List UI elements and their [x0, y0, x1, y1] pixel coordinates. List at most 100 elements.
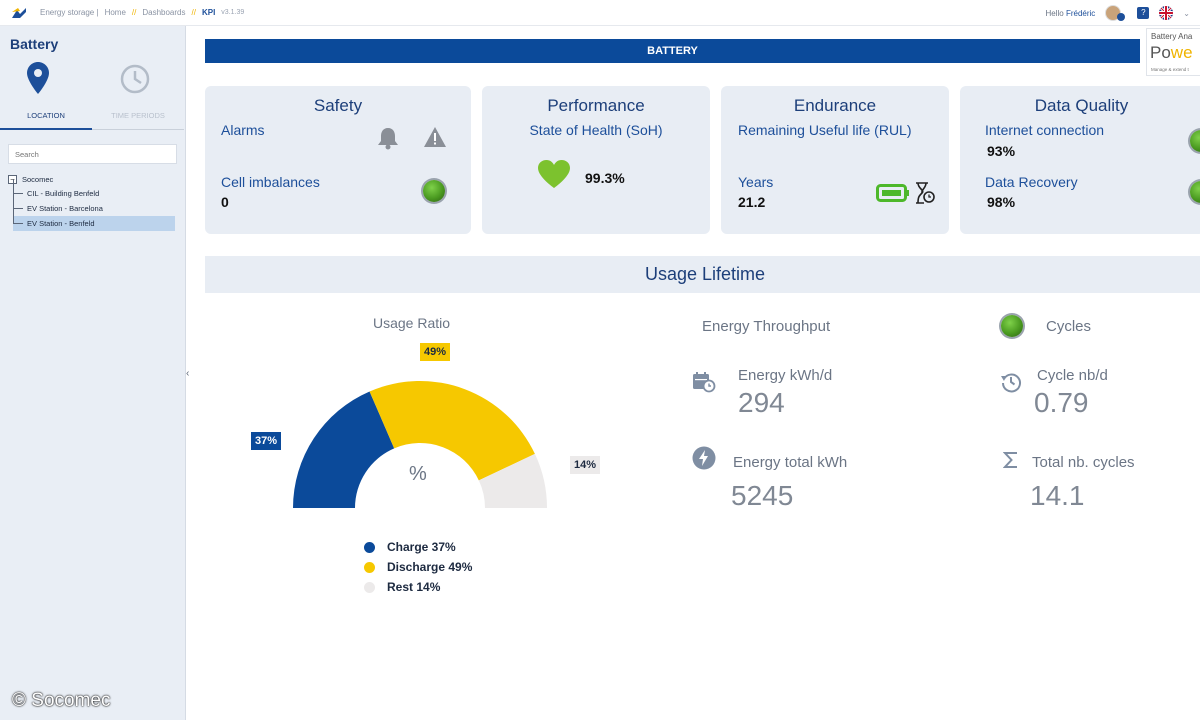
- brand-wordmark-b: we: [1170, 43, 1193, 62]
- greeting-hello: Hello: [1045, 8, 1064, 18]
- uk-flag-icon[interactable]: [1159, 6, 1174, 20]
- collapse-minus-icon[interactable]: −: [8, 174, 17, 184]
- user-name[interactable]: Frédéric: [1065, 8, 1096, 18]
- sidebar: Battery LOCATION TIME PERIODS − Socomec …: [0, 26, 186, 720]
- internet-connection-label: Internet connection: [985, 122, 1105, 138]
- internet-connection-value: 93%: [987, 143, 1016, 159]
- gauge-segment-rest: [478, 453, 547, 508]
- hourglass-timer-icon: [914, 182, 936, 209]
- cycles-title: Cycles: [1046, 318, 1092, 335]
- page-title-banner: BATTERY: [205, 39, 1140, 63]
- sidebar-tabs: LOCATION TIME PERIODS: [0, 110, 184, 130]
- total-cycles-value: 14.1: [1030, 480, 1085, 511]
- cycles-status-led-icon: [1001, 315, 1023, 337]
- sidebar-collapse-icon[interactable]: ‹: [186, 368, 190, 379]
- soh-value: 99.3%: [585, 170, 625, 186]
- copyright-watermark: © Socomec: [12, 690, 111, 711]
- lightning-icon: [692, 446, 716, 475]
- warning-icon: [423, 126, 447, 153]
- breadcrumb-energy-storage[interactable]: Energy storage |: [40, 8, 99, 17]
- years-label: Years: [738, 174, 774, 190]
- endurance-card: Endurance Remaining Useful life (RUL) Ye…: [721, 86, 949, 234]
- breadcrumb-kpi[interactable]: KPI: [201, 8, 216, 17]
- brand-tagline: Manage & extend t: [1151, 67, 1189, 72]
- legend-label-charge: Charge 37%: [387, 540, 456, 554]
- brand-logo: Battery Ana Powe Manage & extend t: [1146, 28, 1200, 76]
- recovery-status-led-icon: [1190, 181, 1200, 203]
- gauge-segment-discharge: [369, 381, 535, 481]
- tree-root[interactable]: − Socomec: [8, 172, 175, 186]
- legend-dot-rest: [364, 581, 375, 593]
- clock-icon[interactable]: [120, 64, 150, 99]
- breadcrumb: Energy storage | Home // Dashboards // K…: [40, 8, 244, 17]
- brand-wordmark: Powe: [1150, 43, 1193, 63]
- internet-status-led-icon: [1190, 130, 1200, 152]
- chevron-down-icon[interactable]: ⌄: [1183, 8, 1190, 18]
- sidebar-title: Battery: [10, 36, 59, 52]
- total-cycles-label: Total nb. cycles: [1032, 454, 1135, 471]
- charge-percent-label: 37%: [251, 432, 282, 450]
- brand-line-1: Battery Ana: [1151, 32, 1193, 41]
- location-tree: − Socomec CIL - Building Benfeld EV Stat…: [8, 172, 175, 231]
- energy-total-value: 5245: [731, 480, 794, 511]
- energy-per-day-value: 294: [738, 387, 785, 418]
- legend-item-discharge: Discharge 49%: [364, 557, 472, 577]
- legend-label-discharge: Discharge 49%: [387, 560, 473, 574]
- status-led-icon: [423, 180, 445, 202]
- breadcrumb-separator: //: [191, 8, 196, 17]
- cycles-per-day-label: Cycle nb/d: [1037, 367, 1108, 384]
- usage-ratio-gauge: [293, 381, 547, 508]
- greeting: Hello Frédéric: [1045, 9, 1095, 18]
- performance-title: Performance: [547, 96, 645, 115]
- tree-item-ev-station-barcelona[interactable]: EV Station - Barcelona: [13, 194, 175, 216]
- data-quality-card: Data Quality Internet connection 93% Dat…: [960, 86, 1200, 234]
- performance-card: Performance State of Health (SoH) 99.3%: [482, 86, 710, 234]
- years-value: 21.2: [738, 194, 766, 210]
- endurance-title: Endurance: [793, 96, 877, 115]
- data-recovery-label: Data Recovery: [985, 174, 1078, 190]
- tab-location[interactable]: LOCATION: [0, 110, 92, 130]
- breadcrumb-dashboards[interactable]: Dashboards: [142, 8, 186, 17]
- cell-imbalances-value: 0: [221, 194, 229, 210]
- legend-dot-charge: [364, 541, 375, 553]
- tree-item-ev-station-benfeld[interactable]: EV Station - Benfeld: [13, 209, 175, 231]
- calendar-clock-icon: [692, 371, 716, 398]
- safety-card: Safety Alarms Cell imbalances 0: [205, 86, 471, 234]
- usage-ratio-legend: Charge 37% Discharge 49% Rest 14%: [364, 537, 472, 597]
- cell-imbalances-label: Cell imbalances: [221, 174, 320, 190]
- sigma-icon: [1002, 451, 1019, 474]
- safety-title: Safety: [313, 96, 363, 115]
- alarms-label: Alarms: [221, 122, 265, 138]
- app-logo[interactable]: [12, 7, 26, 18]
- energy-total-label: Energy total kWh: [733, 454, 848, 471]
- usage-lifetime-header: Usage Lifetime: [205, 256, 1200, 293]
- location-pin-icon[interactable]: [27, 62, 49, 99]
- tab-time-periods[interactable]: TIME PERIODS: [92, 110, 184, 130]
- legend-item-charge: Charge 37%: [364, 537, 472, 557]
- help-icon[interactable]: ?: [1137, 7, 1150, 19]
- top-bar: Energy storage | Home // Dashboards // K…: [0, 0, 1200, 26]
- breadcrumb-home[interactable]: Home: [104, 8, 126, 17]
- history-icon: [1000, 371, 1022, 398]
- brand-wordmark-a: Po: [1150, 43, 1171, 62]
- avatar[interactable]: [1105, 5, 1126, 21]
- tree-root-label[interactable]: Socomec: [22, 174, 54, 184]
- gauge-segment-charge: [293, 391, 395, 508]
- usage-ratio-title: Usage Ratio: [373, 315, 451, 331]
- discharge-percent-label: 49%: [420, 343, 451, 361]
- battery-icon: [876, 184, 910, 207]
- legend-label-rest: Rest 14%: [387, 580, 441, 594]
- energy-throughput-title: Energy Throughput: [702, 318, 831, 335]
- breadcrumb-separator: //: [131, 8, 137, 17]
- legend-dot-discharge: [364, 561, 375, 573]
- cycles-per-day-value: 0.79: [1034, 387, 1089, 418]
- rest-percent-label: 14%: [570, 456, 601, 474]
- tree-item-cil-building-benfeld[interactable]: CIL - Building Benfeld: [13, 179, 175, 201]
- search-input[interactable]: [8, 144, 177, 164]
- soh-label: State of Health (SoH): [529, 122, 663, 138]
- legend-item-rest: Rest 14%: [364, 577, 472, 597]
- heart-icon: [537, 159, 571, 194]
- version-label: v3.1.39: [221, 9, 245, 16]
- data-recovery-value: 98%: [987, 194, 1016, 210]
- energy-per-day-label: Energy kWh/d: [738, 367, 833, 384]
